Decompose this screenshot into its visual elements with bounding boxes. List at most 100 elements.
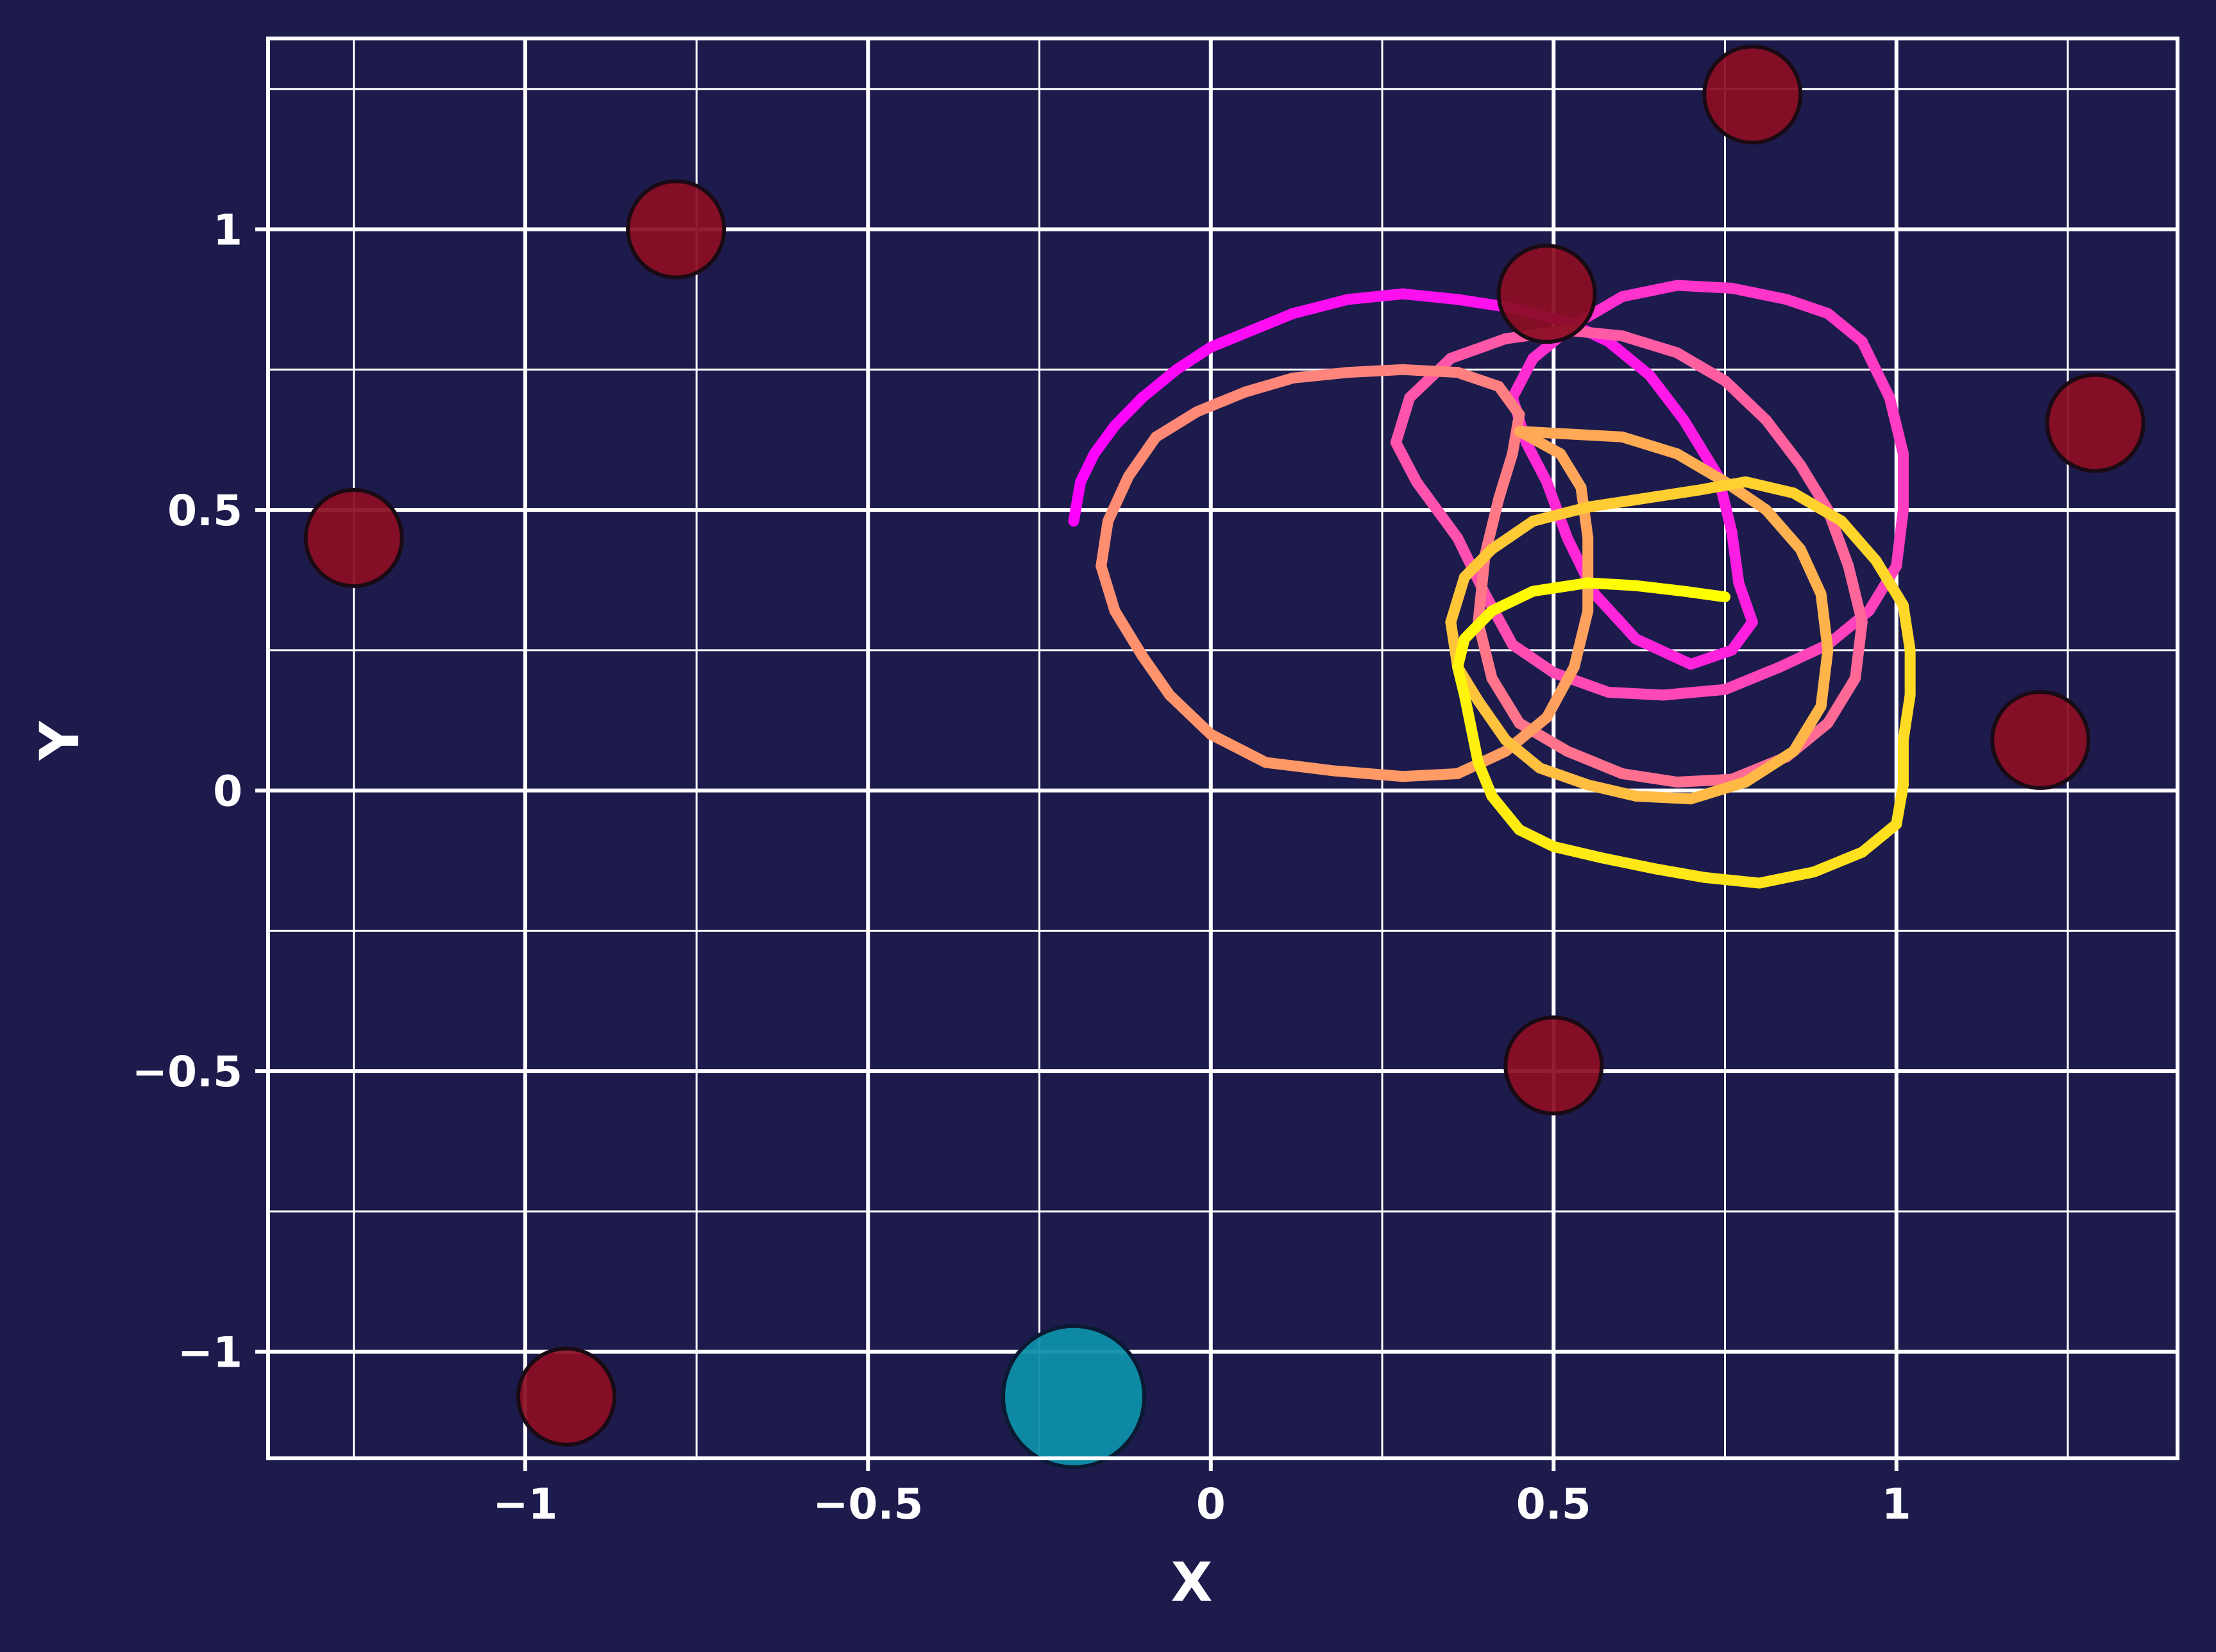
trajectory-segment: [1473, 695, 1511, 746]
obstacle-marker: [1702, 44, 1803, 145]
trajectory-segment: [1342, 364, 1408, 378]
obstacle-marker: [2045, 373, 2145, 473]
trajectory-segment: [1568, 605, 1594, 673]
trajectory-segment: [1726, 282, 1793, 305]
trajectory-segment: [1651, 863, 1710, 883]
trajectory-segment: [1897, 600, 1916, 656]
trajectory-segment: [1486, 516, 1539, 555]
trajectory-segment: [1603, 686, 1669, 701]
trajectory-segment: [1781, 294, 1834, 319]
x-tick-labels: −1 −0.5 0 0.5 1: [493, 1479, 1911, 1529]
trajectory-segment: [1671, 448, 1730, 487]
y-tick-label: 0: [213, 767, 242, 816]
trajectory-segment: [1616, 280, 1683, 303]
goal-marker: [1001, 1324, 1147, 1469]
trajectory-segment: [1822, 673, 1861, 729]
y-tick-label: −1: [178, 1328, 242, 1378]
trajectory-segment: [1473, 549, 1491, 628]
trajectory-segment: [1815, 588, 1834, 656]
trajectory-segment: [1095, 560, 1121, 617]
trajectory-segment: [1486, 586, 1539, 617]
x-tick-label: 0.5: [1516, 1479, 1591, 1529]
trajectory-segment: [1390, 392, 1416, 448]
trajectory-segment: [1671, 280, 1738, 294]
trajectory-segment: [1397, 364, 1464, 378]
trajectory-segment: [1137, 650, 1176, 701]
y-axis-label: Y: [28, 720, 91, 761]
trajectory-segment: [1137, 364, 1182, 403]
trajectory-segment: [1164, 689, 1217, 740]
obstacle-marker: [303, 487, 404, 588]
trajectory-segment: [1534, 763, 1594, 791]
trajectory-segment: [1404, 353, 1457, 403]
trajectory-segment: [1815, 645, 1834, 712]
trajectory-segment: [1863, 560, 1902, 617]
trajectory-segment: [1191, 386, 1251, 417]
trajectory-segment: [1328, 765, 1408, 782]
trajectory-segment: [1891, 779, 1909, 830]
trajectory-segment: [1884, 392, 1909, 460]
x-tick-label: 0: [1196, 1479, 1226, 1529]
trajectory-segment: [1205, 729, 1271, 768]
trajectory-segment: [1870, 555, 1909, 611]
trajectory-segment: [1582, 493, 1648, 513]
trajectory-segment: [1616, 431, 1683, 460]
trajectory-segment: [1630, 580, 1689, 597]
trajectory-segment: [1150, 406, 1203, 442]
trajectory-segment: [1761, 504, 1806, 555]
x-tick-label: −1: [493, 1479, 557, 1529]
trajectory-segment: [1726, 527, 1745, 589]
trajectory-segment: [1479, 588, 1518, 650]
trajectory-segment: [1808, 847, 1868, 878]
trajectory-segment: [1527, 501, 1594, 527]
trajectory-segment: [1774, 639, 1834, 673]
y-tick-label: 0.5: [167, 486, 242, 535]
trajectory-segment: [1521, 437, 1553, 487]
trajectory-segment: [1761, 414, 1806, 471]
trajectory-segment: [1479, 493, 1505, 560]
trajectory-segment: [1678, 414, 1724, 482]
trajectory-segment: [1205, 324, 1258, 353]
trajectory-segment: [1630, 633, 1696, 670]
trajectory-segment: [1740, 745, 1799, 788]
trajectory-segment: [1260, 757, 1340, 777]
axis-ticks: [255, 227, 1899, 1471]
trajectory-segment: [1342, 288, 1408, 305]
trajectory-segment: [1596, 852, 1662, 875]
trajectory: [1068, 280, 1916, 889]
y-tick-labels: −1 −0.5 0 0.5 1: [132, 206, 242, 1378]
trajectory-segment: [1836, 516, 1882, 566]
trajectory-segment: [1390, 437, 1422, 487]
trajectory-segment: [1109, 605, 1148, 662]
trajectory-segment: [1843, 560, 1868, 628]
trajectory-segment: [1507, 639, 1559, 678]
trajectory-segment: [1171, 341, 1217, 375]
trajectory-segment: [1726, 616, 1758, 656]
trajectory-segment: [1445, 571, 1470, 628]
trajectory-segment: [1287, 294, 1354, 319]
trajectory-segment: [1068, 476, 1087, 527]
trajectory-segment: [1486, 673, 1525, 729]
trajectory-segment: [1719, 375, 1772, 426]
trajectory-segment: [1657, 684, 1730, 701]
trajectory-segment: [1397, 768, 1464, 782]
trajectory-segment: [1740, 476, 1799, 499]
x-tick-label: −0.5: [813, 1479, 923, 1529]
y-tick-label: 1: [213, 206, 242, 255]
trajectory-segment: [1397, 288, 1464, 305]
trajectory-segment: [1123, 431, 1162, 482]
x-axis-label: X: [1171, 1551, 1213, 1614]
x-tick-label: 1: [1882, 1479, 1911, 1529]
trajectory-segment: [1754, 866, 1820, 889]
trajectory-segment: [1589, 588, 1642, 645]
trajectory-segment: [1507, 353, 1539, 403]
trajectory-segment: [1856, 336, 1895, 403]
trajectory-segment: [1473, 616, 1498, 684]
trajectory-segment: [1698, 872, 1765, 889]
trajectory-segment: [1493, 448, 1518, 505]
y-tick-label: −0.5: [132, 1047, 242, 1097]
trajectory-segment: [1822, 308, 1868, 348]
trajectory-segment: [1616, 330, 1683, 358]
trajectory-segment: [1856, 818, 1902, 858]
